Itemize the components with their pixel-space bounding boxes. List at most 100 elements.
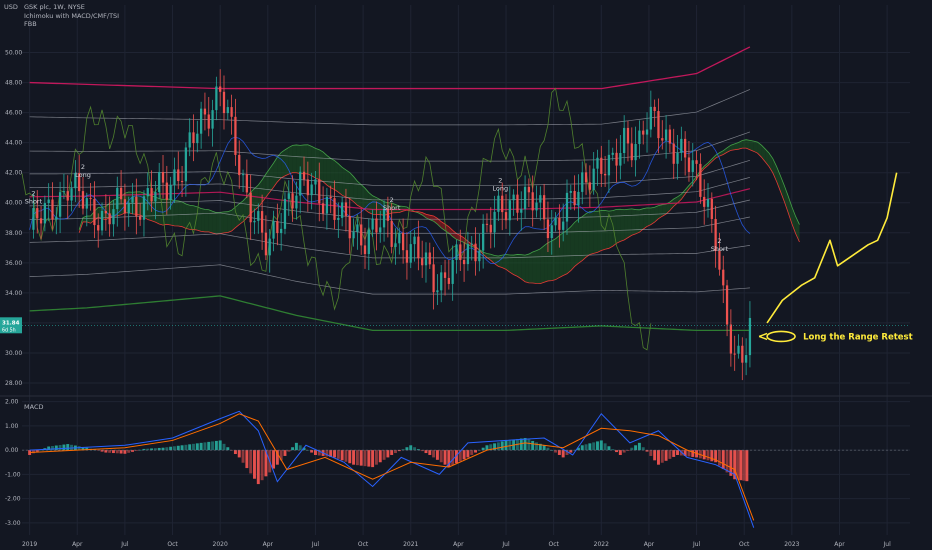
candle-body: [299, 171, 302, 196]
histogram-bar: [710, 450, 714, 462]
candle-body: [482, 223, 485, 251]
candle-body: [680, 138, 683, 153]
histogram-bar: [100, 450, 104, 452]
histogram-bar: [413, 447, 417, 451]
histogram-bar: [554, 450, 558, 453]
candle-body: [100, 210, 104, 231]
candle-body: [645, 129, 649, 135]
histogram-bar: [531, 440, 535, 451]
cloud-segment: [730, 143, 735, 151]
macd-legend[interactable]: MACD: [24, 403, 44, 411]
cloud-segment: [673, 196, 678, 207]
histogram-bar: [104, 450, 108, 453]
histogram-bar: [47, 446, 51, 451]
candle-body: [142, 196, 146, 220]
signal-number: 2: [717, 237, 721, 245]
candle-body: [493, 211, 496, 233]
cloud-segment: [319, 149, 324, 182]
cloud-segment: [311, 146, 316, 179]
candle-body: [249, 192, 252, 223]
cloud-segment: [223, 211, 228, 233]
cloud-segment: [201, 208, 205, 232]
candle-body: [81, 191, 85, 209]
y-tick-label: 48.00: [5, 80, 22, 87]
cloud-segment: [86, 215, 91, 224]
y-tick-label: 30.00: [5, 350, 22, 357]
histogram-bar: [649, 450, 653, 456]
candle-body: [219, 86, 222, 92]
histogram-bar: [348, 450, 352, 464]
x-tick-label: Apr: [834, 541, 845, 548]
cloud-segment: [589, 211, 594, 255]
histogram-bar: [596, 441, 599, 451]
cloud-segment: [509, 254, 514, 275]
cloud-segment: [563, 230, 567, 276]
cloud-segment: [776, 166, 781, 192]
candle-body: [596, 157, 599, 169]
histogram-bar: [676, 450, 679, 455]
cloud-segment: [544, 242, 548, 283]
cloud-segment: [376, 197, 381, 215]
histogram-bar: [462, 450, 466, 460]
histogram-bar: [565, 450, 569, 455]
cloud-segment: [338, 163, 343, 196]
cloud-segment: [284, 147, 289, 176]
histogram-bar: [546, 447, 550, 451]
signal-label: Long: [492, 185, 508, 193]
histogram-bar: [58, 445, 62, 451]
histogram-bar: [394, 450, 397, 454]
candle-body: [287, 193, 290, 199]
candle-body: [413, 236, 416, 245]
candle-body: [253, 220, 256, 223]
histogram-bar: [333, 450, 336, 458]
y-tick-label: 38.00: [5, 230, 22, 237]
candle-body: [276, 221, 279, 234]
candle-body: [325, 196, 329, 214]
senkou-b-line: [78, 147, 800, 285]
x-tick-label: Oct: [167, 541, 178, 548]
y-tick-label: 44.00: [5, 140, 22, 147]
candle-body: [127, 202, 130, 214]
histogram-bar: [275, 450, 279, 465]
fbb-lower-band: [29, 295, 750, 332]
symbol-legend[interactable]: GSK plc, 1W, NYSE Ichimoku with MACD/CMF…: [24, 3, 119, 29]
candle-body: [379, 227, 382, 233]
candle-body: [653, 106, 656, 112]
histogram-bar: [618, 450, 622, 455]
cloud-segment: [296, 144, 301, 174]
histogram-bar: [496, 442, 500, 451]
candle-body: [333, 198, 336, 220]
candle-body: [318, 179, 321, 204]
signal-label: Long: [75, 171, 91, 179]
candle-body: [668, 129, 672, 144]
candle-body: [272, 221, 275, 239]
fbb-inner-band: [29, 89, 751, 126]
histogram-bar: [611, 449, 615, 451]
x-tick-label: Jul: [883, 541, 892, 548]
candle-body: [390, 220, 393, 247]
candle-body: [649, 106, 652, 130]
candle-body: [58, 192, 62, 217]
cloud-segment: [624, 209, 628, 240]
cloud-segment: [513, 254, 518, 277]
histogram-bar: [150, 448, 154, 451]
histogram-bar: [584, 444, 588, 451]
candle-body: [470, 243, 473, 245]
histogram-bar: [157, 447, 161, 451]
cloud-segment: [193, 205, 198, 231]
histogram-bar: [664, 450, 668, 461]
histogram-bar: [313, 450, 317, 455]
histogram-bar: [253, 450, 256, 479]
histogram-bar: [569, 450, 573, 453]
histogram-bar: [249, 450, 253, 474]
candle-body: [158, 172, 161, 192]
histogram-bar: [500, 441, 504, 451]
histogram-bar: [432, 450, 436, 458]
candle-body: [489, 224, 492, 233]
candle-body: [215, 86, 218, 111]
cloud-segment: [605, 210, 609, 250]
histogram-bar: [70, 444, 74, 451]
candle-body: [226, 107, 229, 114]
cloud-segment: [281, 149, 285, 178]
